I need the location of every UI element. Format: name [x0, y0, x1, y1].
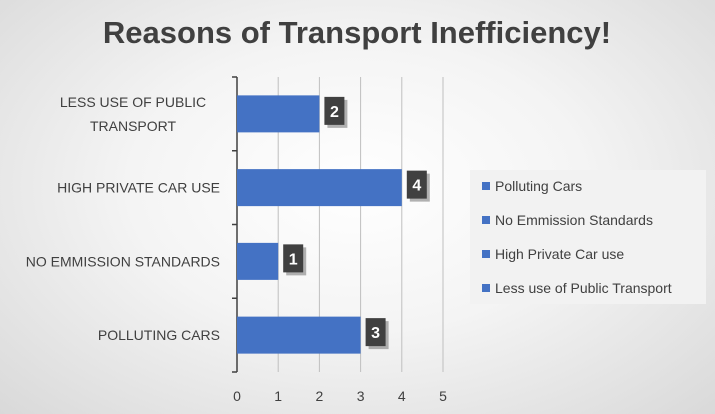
bar	[237, 169, 402, 207]
category-label-line: HIGH PRIVATE CAR USE	[57, 180, 220, 196]
legend-entry: Polluting Cars	[495, 178, 582, 194]
legend-swatch	[482, 182, 490, 190]
legend: Polluting Cars No Emmission Standards High…	[470, 170, 706, 304]
category-label: HIGH PRIVATE CAR USE	[57, 180, 220, 196]
category-label: LESS USE OF PUBLIC TRANSPORT	[60, 94, 206, 134]
bar	[237, 242, 279, 280]
bars	[237, 95, 402, 354]
legend-swatch	[482, 216, 490, 224]
data-label: 3	[365, 318, 389, 350]
data-label-box	[283, 244, 304, 273]
bar	[237, 95, 320, 133]
category-label: POLLUTING CARS	[98, 327, 220, 343]
x-tick-label: 4	[398, 388, 406, 404]
category-label-line: NO EMMISSION STANDARDS	[26, 253, 220, 269]
legend-entry: Less use of Public Transport	[495, 280, 672, 296]
x-tick-label: 3	[357, 388, 365, 404]
chart-title: Reasons of Transport Inefficiency!	[103, 15, 611, 50]
legend-swatch	[482, 250, 490, 258]
data-label-text: 4	[412, 178, 421, 195]
legend-entry: High Private Car use	[495, 246, 624, 262]
legend-swatch	[482, 284, 490, 292]
data-label-box	[365, 318, 386, 347]
category-labels: LESS USE OF PUBLIC TRANSPORT HIGH PRIVATE …	[26, 94, 220, 343]
data-label-text: 2	[330, 104, 339, 121]
data-label-box	[406, 170, 427, 199]
x-tick-label: 5	[439, 388, 447, 404]
x-tick-label: 1	[274, 388, 282, 404]
x-tick-label: 2	[316, 388, 324, 404]
data-label: 4	[406, 170, 430, 202]
category-label-line: LESS USE OF PUBLIC	[60, 94, 206, 110]
data-label: 2	[324, 96, 348, 128]
bar	[237, 316, 361, 354]
data-label: 1	[283, 244, 307, 276]
data-labels: 2 4 1 3	[283, 96, 430, 350]
legend-entry: No Emmission Standards	[495, 212, 653, 228]
legend-box	[470, 170, 706, 304]
category-label: NO EMMISSION STANDARDS	[26, 253, 220, 269]
category-label-line: POLLUTING CARS	[98, 327, 220, 343]
category-axis-ticks	[232, 76, 237, 373]
data-label-text: 1	[289, 251, 298, 268]
data-label-text: 3	[371, 325, 380, 342]
category-label-line: TRANSPORT	[90, 118, 177, 134]
data-label-box	[324, 96, 345, 125]
x-axis-tick-labels: 0 1 2 3 4 5	[233, 388, 447, 404]
x-tick-label: 0	[233, 388, 241, 404]
